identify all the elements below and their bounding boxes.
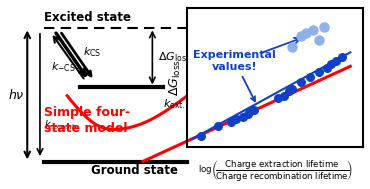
Text: Simple four-
state model: Simple four- state model <box>44 106 130 135</box>
Y-axis label: $\Delta G_\mathrm{loss}$: $\Delta G_\mathrm{loss}$ <box>168 59 183 96</box>
Text: $\Delta G_\mathrm{loss}$: $\Delta G_\mathrm{loss}$ <box>158 50 191 64</box>
Text: Experimental
values!: Experimental values! <box>193 50 276 101</box>
Text: $\log\!\left(\!\dfrac{\mathrm{Charge\ extraction\ lifetime}}{\mathrm{Charge\ rec: $\log\!\left(\!\dfrac{\mathrm{Charge\ ex… <box>198 158 353 183</box>
Text: $k_\mathrm{CS}$: $k_\mathrm{CS}$ <box>84 46 102 59</box>
Text: $h\nu$: $h\nu$ <box>8 88 25 102</box>
Text: Ground state: Ground state <box>91 164 178 177</box>
Text: $k_\mathrm{recomb.}$: $k_\mathrm{recomb.}$ <box>44 118 78 132</box>
Text: $k_\mathrm{ext.}$: $k_\mathrm{ext.}$ <box>163 97 185 111</box>
Text: $k_\mathrm{-CS}$: $k_\mathrm{-CS}$ <box>51 60 76 74</box>
Text: Excited state: Excited state <box>44 11 131 24</box>
